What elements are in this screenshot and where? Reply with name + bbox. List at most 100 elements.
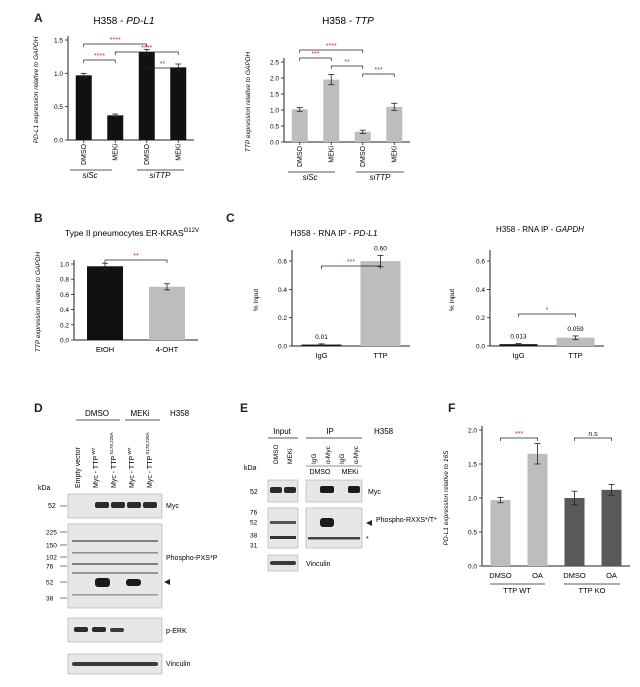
- panel-d-kda-phospho: 225 150 102 76 52 38: [46, 530, 67, 603]
- significance-label: **: [160, 61, 166, 68]
- panel-d-label-myc: Myc: [166, 503, 179, 510]
- y-axis-label: TTP expression relative to GAPDH: [35, 252, 42, 352]
- panel-a-right-title: H358 - TTP: [322, 16, 374, 27]
- panel-d-label-perk: p-ERK: [166, 628, 187, 635]
- panel-e-kda: kDa: [244, 465, 257, 472]
- panel-e-lane-labels: DMSO MEKi IgG α-Myc IgG α-Myc: [273, 445, 360, 465]
- panel-letters: A B C D E F: [34, 11, 455, 415]
- bar: [386, 106, 403, 142]
- panel-d-perk-band-2: [92, 627, 106, 632]
- bar: [490, 500, 511, 566]
- bar: [601, 489, 622, 566]
- panel-a-right-title-prefix: H358 -: [322, 16, 355, 27]
- panel-e-phospho-band: [270, 536, 296, 539]
- y-tick-label: 0.4: [278, 287, 287, 294]
- panel-d-cell-line: H358: [170, 409, 190, 418]
- y-tick-label: 1.5: [468, 462, 477, 469]
- panel-c-right-chart: 0.0 0.2 0.4 0.6 % Input IgG 0.013 TTP 0.059 *: [449, 250, 604, 360]
- panel-d-label-phospho: Phospho-PXS*P: [166, 555, 218, 562]
- kda-marker: 52: [250, 520, 258, 527]
- panel-c-left-title-gene: PD-L1: [354, 228, 378, 238]
- significance-bracket: [83, 59, 116, 63]
- significance-label: ****: [110, 37, 121, 44]
- panel-a-right-group-1: siSc: [302, 173, 317, 182]
- lane-label-main: Myc - TTP: [147, 456, 154, 488]
- y-tick-label: 0.0: [270, 140, 279, 147]
- category-label: DMSO: [81, 143, 88, 165]
- panel-d-kda-myc-52: 52: [48, 503, 56, 510]
- panel-e-header-ip: IP: [326, 427, 334, 436]
- category-label: IgG: [315, 351, 327, 360]
- panel-e-arrowhead-icon: [366, 520, 372, 526]
- panel-a-left: H358 - PD-L1 0.0 0.5 1.0 1.5 PD-L1 expressio…: [33, 16, 194, 180]
- panel-e-myc-band-6: [348, 486, 360, 493]
- panel-f-group-2: TTP KO: [579, 586, 606, 595]
- y-tick-label: 0.5: [54, 104, 63, 111]
- bar: [291, 109, 308, 142]
- significance-label: ****: [326, 43, 337, 50]
- panel-e-myc-band-4: [320, 486, 334, 493]
- y-tick-label: 2.0: [468, 428, 477, 435]
- panel-a-left-chart: 0.0 0.5 1.0 1.5 PD-L1 expression relative to…: [33, 36, 194, 165]
- panel-e-star: *: [366, 536, 369, 543]
- lane-label-sup: S178,228A: [145, 432, 150, 456]
- lane-label: IgG: [311, 454, 318, 464]
- panel-e-header-input: Input: [273, 427, 292, 436]
- panel-e-blot-phospho-ip: [305, 507, 363, 549]
- value-label: 0.60: [374, 245, 387, 252]
- y-axis-label: PD-L1 expression relative to GAPDH: [33, 36, 40, 143]
- significance-label: n.s: [588, 431, 598, 438]
- kda-marker: 52: [46, 580, 54, 587]
- panel-e-cell-line: H358: [374, 427, 394, 436]
- panel-letter-c: C: [226, 211, 235, 225]
- panel-letter-b: B: [34, 211, 43, 225]
- y-tick-label: 0.2: [476, 315, 485, 322]
- panel-a-left-title-prefix: H358 -: [93, 16, 126, 27]
- panel-a-left-group-1: siSc: [82, 171, 97, 180]
- value-label: 0.059: [567, 326, 584, 333]
- panel-d-phospho-strong-band-4: [126, 579, 141, 586]
- panel-d-phospho-band: [72, 563, 158, 565]
- lane-label-main: Myc - TTP: [93, 456, 100, 488]
- significance-bracket: [299, 57, 332, 61]
- panel-e-blot-myc-input: [267, 479, 299, 503]
- significance-bracket: [362, 73, 395, 77]
- y-tick-label: 0.5: [468, 530, 477, 537]
- panel-d-header-meki: MEKi: [130, 409, 149, 418]
- significance-label: ****: [141, 45, 152, 52]
- panel-e-kda-phospho: 76 52 38 31: [250, 510, 258, 550]
- panel-d-perk-band-3: [110, 628, 124, 632]
- panel-e-label-vinculin: Vinculin: [306, 561, 330, 568]
- panel-e: Input IP H358 DMSO MEKi IgG α-Myc IgG α-Myc D…: [244, 427, 437, 572]
- y-axis-label: % Input: [253, 289, 260, 311]
- panel-e-label-myc: Myc: [368, 489, 381, 496]
- y-tick-label: 0.0: [60, 338, 69, 345]
- panel-c-right-title-gene: GAPDH: [555, 225, 584, 234]
- panel-d-phospho-band: [72, 572, 158, 574]
- lane-label: α-Myc: [353, 445, 360, 464]
- panel-f: 0.0 0.5 1.0 1.5 2.0 PD-L1 expression relative…: [443, 426, 630, 595]
- bar: [556, 337, 595, 346]
- lane-label: α-Myc: [325, 445, 332, 464]
- lane-label-sup: WT: [91, 447, 96, 455]
- category-label: OA: [532, 571, 543, 580]
- panel-a-right: H358 - TTP 0.0 0.5 1.0 1.5 2.0 2.5 TTP express…: [245, 16, 410, 182]
- kda-marker: 38: [46, 596, 54, 603]
- y-tick-label: 1.5: [54, 38, 63, 45]
- y-tick-label: 0.4: [476, 287, 485, 294]
- category-label: TTP: [568, 351, 582, 360]
- panel-c-left-title-prefix: H358 - RNA IP -: [290, 228, 353, 238]
- lane-label: Myc - TTP S178,228A: [109, 432, 118, 488]
- significance-label: **: [133, 253, 139, 260]
- bar: [149, 286, 185, 340]
- panel-e-kda-myc-52: 52: [250, 489, 258, 496]
- y-tick-label: 0.0: [476, 344, 485, 351]
- lane-label: IgG: [339, 454, 346, 464]
- lane-label-sup: S178,228A: [109, 432, 114, 456]
- panel-e-myc-band-1: [270, 487, 282, 493]
- kda-marker: 76: [46, 564, 54, 571]
- category-label: DMSO: [360, 145, 367, 167]
- bar: [138, 52, 155, 140]
